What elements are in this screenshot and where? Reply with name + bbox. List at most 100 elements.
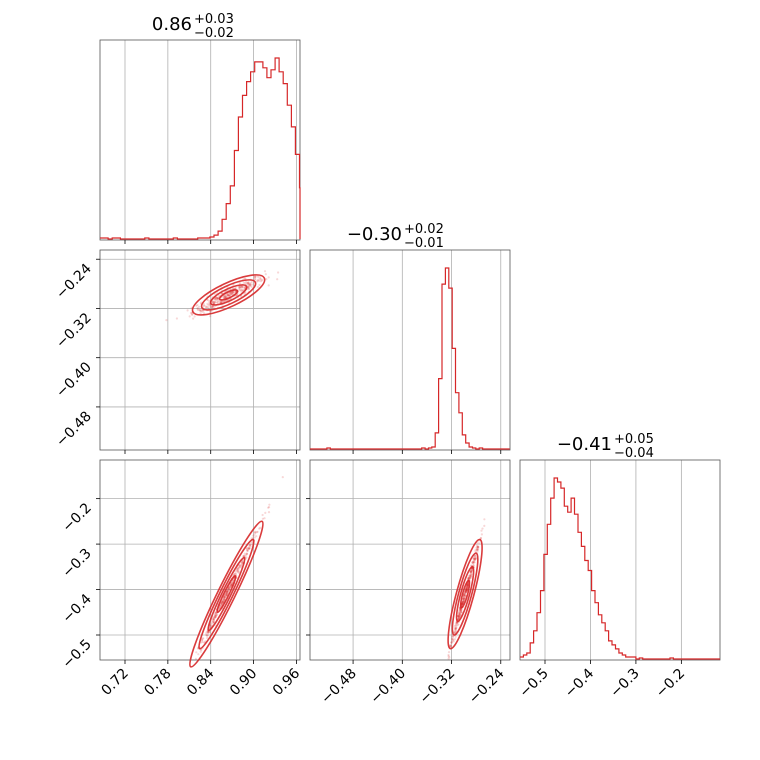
sample-point — [267, 506, 271, 509]
sample-point — [236, 569, 239, 572]
sample-point — [447, 657, 450, 660]
scatter-panel-2-grid — [310, 460, 510, 660]
sample-point — [263, 270, 267, 273]
sample-point — [215, 296, 218, 300]
sample-point — [456, 623, 459, 626]
sample-point — [256, 285, 259, 289]
sample-point — [475, 548, 478, 551]
sample-point — [474, 558, 477, 561]
sample-point — [205, 632, 208, 635]
sample-point — [472, 560, 475, 564]
sample-point — [267, 276, 270, 279]
sample-point — [253, 536, 256, 539]
sample-point — [238, 288, 241, 291]
histogram-step-1 — [310, 267, 510, 450]
sample-point — [227, 587, 230, 590]
sample-point — [207, 306, 210, 309]
sample-point — [457, 615, 461, 618]
sample-point — [227, 588, 230, 591]
sample-point — [204, 305, 208, 308]
sample-point — [227, 293, 230, 296]
sample-point — [459, 608, 462, 611]
sample-point — [459, 609, 462, 612]
sample-point — [212, 302, 216, 305]
sample-point — [214, 616, 217, 619]
sample-point — [454, 628, 457, 631]
sample-point — [464, 591, 467, 594]
sample-point — [245, 553, 248, 556]
sample-point — [451, 637, 454, 640]
sample-point — [460, 611, 463, 614]
sample-point — [211, 301, 214, 304]
sample-point — [465, 587, 468, 591]
sample-point — [465, 585, 468, 588]
sample-point — [188, 315, 191, 318]
sample-point — [254, 275, 257, 278]
sample-point — [477, 546, 480, 549]
sample-point — [453, 631, 456, 634]
sample-point — [462, 600, 465, 603]
sample-point — [246, 549, 249, 553]
sample-point — [261, 517, 264, 520]
sample-point — [458, 612, 461, 616]
sample-point — [454, 627, 458, 630]
sample-point — [238, 286, 241, 289]
sample-point — [214, 615, 217, 618]
sample-point — [229, 291, 232, 294]
sample-point — [461, 601, 464, 604]
sample-point — [223, 595, 226, 598]
sample-point — [212, 620, 215, 624]
sample-point — [475, 548, 478, 552]
sample-point — [231, 291, 234, 294]
sample-point — [213, 614, 216, 617]
x-tick-label: −0.5 — [516, 666, 551, 701]
sample-point — [214, 299, 217, 302]
sample-point — [459, 609, 462, 612]
sample-point — [462, 596, 466, 600]
sample-point — [245, 552, 248, 555]
sample-point — [471, 561, 474, 564]
sample-point — [476, 550, 479, 553]
title-minus: −0.01 — [404, 236, 444, 251]
sample-point — [243, 554, 246, 557]
sample-point — [240, 286, 243, 289]
sample-point — [479, 536, 483, 540]
sample-point — [453, 631, 456, 634]
sample-point — [219, 604, 222, 608]
sample-point — [474, 557, 478, 560]
sample-point — [229, 293, 232, 296]
title-plus: +0.05 — [614, 432, 654, 447]
sample-point — [215, 297, 218, 300]
sample-point — [227, 588, 230, 591]
sample-point — [465, 588, 468, 592]
sample-point — [223, 596, 226, 599]
sample-point — [230, 292, 233, 296]
sample-point — [469, 573, 473, 577]
sample-point — [236, 571, 239, 574]
sample-point — [469, 574, 472, 578]
sample-point — [465, 588, 468, 592]
sample-point — [213, 302, 216, 305]
sample-point — [209, 305, 212, 308]
contour-ellipse — [200, 279, 257, 311]
sample-point — [460, 610, 463, 613]
sample-point — [461, 602, 464, 605]
sample-point — [238, 286, 241, 289]
sample-point — [219, 301, 222, 304]
sample-point — [248, 283, 252, 286]
sample-point — [225, 591, 228, 595]
sample-point — [214, 613, 218, 617]
sample-point — [226, 591, 229, 594]
sample-point — [237, 570, 240, 573]
sample-point — [281, 476, 284, 479]
histogram-step-2 — [520, 477, 720, 660]
sample-point — [457, 615, 460, 618]
sample-point — [474, 555, 477, 558]
sample-point — [460, 611, 463, 614]
sample-point — [238, 286, 241, 289]
sample-point — [214, 612, 217, 615]
sample-point — [476, 545, 479, 548]
sample-point — [477, 545, 480, 548]
sample-point — [254, 278, 257, 281]
sample-point — [469, 575, 472, 578]
